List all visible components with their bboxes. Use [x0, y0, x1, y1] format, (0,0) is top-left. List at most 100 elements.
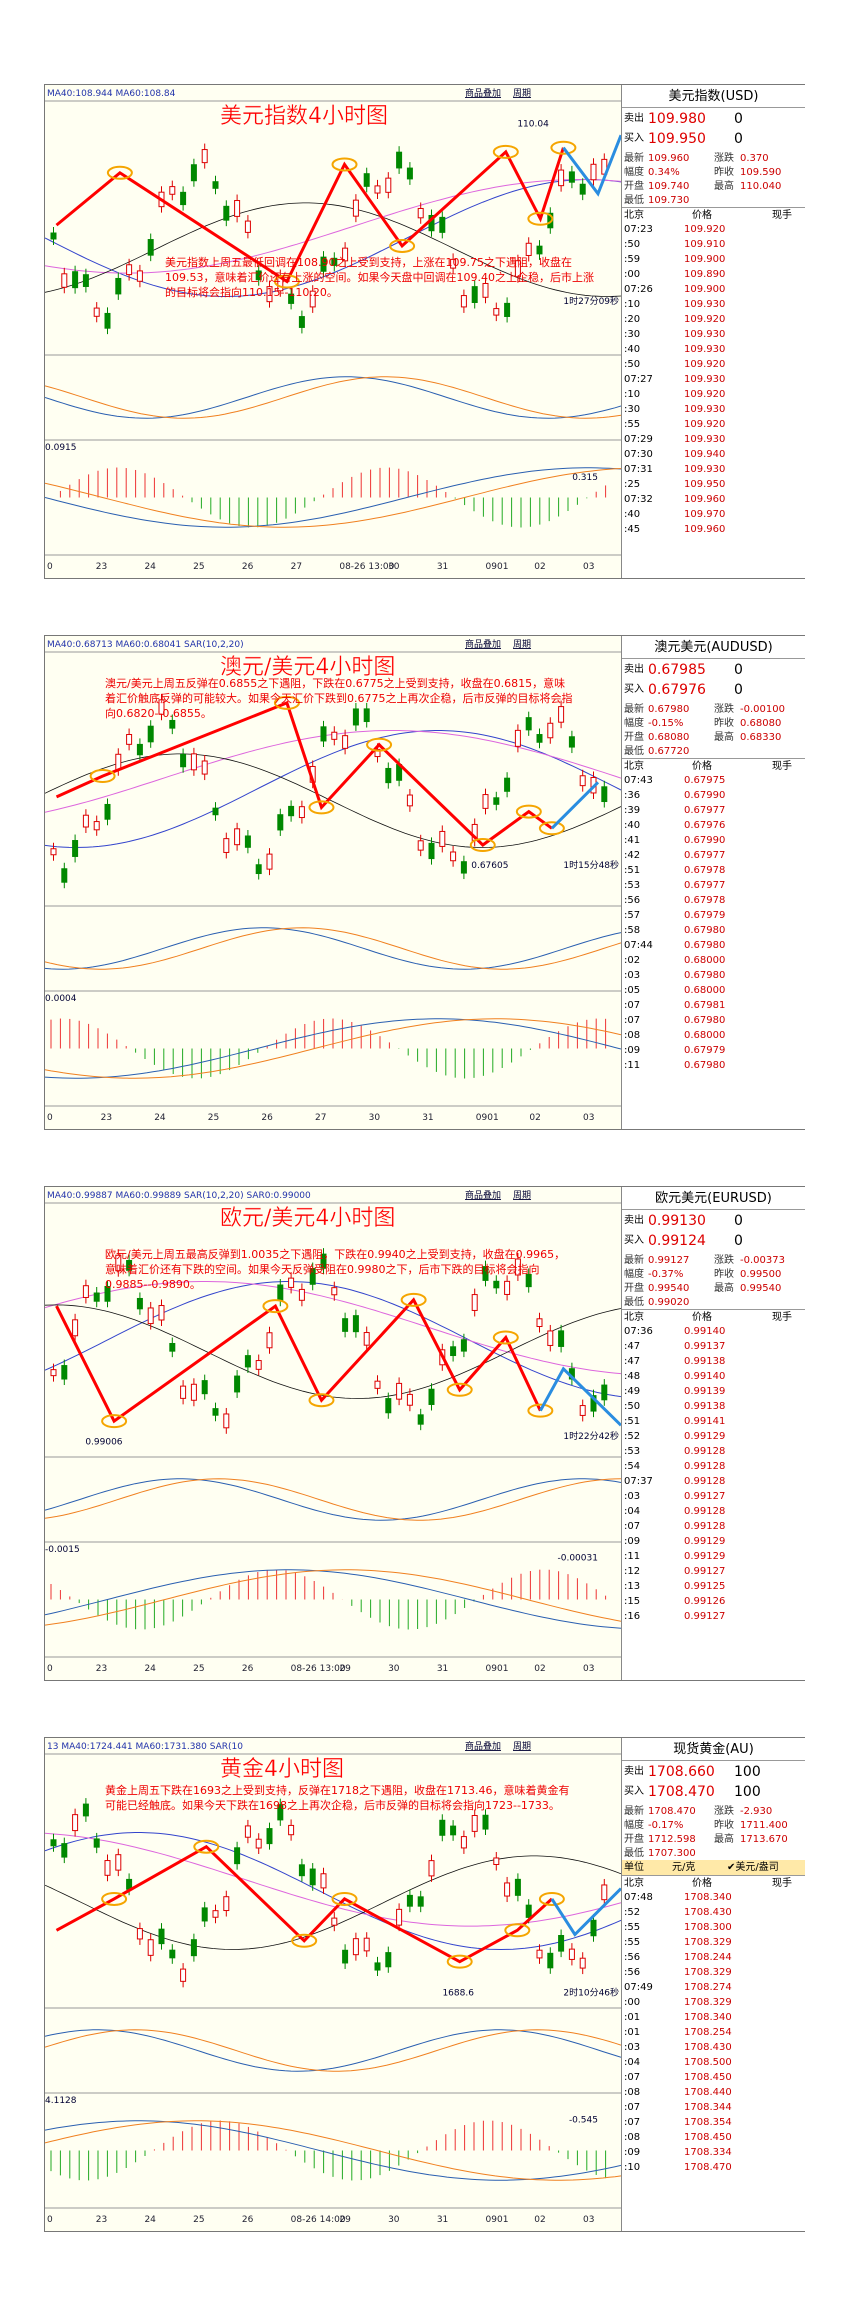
tick-price: 0.67978 — [684, 895, 726, 906]
tick-price: 0.99140 — [684, 1371, 726, 1382]
candle — [482, 1814, 489, 1830]
candle — [406, 1894, 413, 1907]
x-tick-label: 0901 — [476, 1113, 499, 1123]
stats-cell: 1711.400 — [740, 1820, 788, 1831]
tick-price: 109.920 — [684, 389, 726, 400]
tick-price: 1708.329 — [684, 1997, 732, 2008]
candle — [450, 1346, 457, 1357]
tick-time: :52 — [624, 1907, 641, 1918]
tick-price: 109.930 — [684, 299, 726, 310]
candle — [136, 1928, 143, 1940]
tick-price: 1708.430 — [684, 1907, 732, 1918]
candle — [504, 1280, 511, 1295]
candle — [417, 1414, 424, 1425]
x-tick-label: 02 — [534, 1664, 545, 1674]
x-tick-label: 24 — [144, 562, 156, 572]
tick-time: :07 — [624, 1521, 641, 1532]
quote-row: 卖出 0.99130 0 — [622, 1211, 805, 1231]
candle — [320, 256, 327, 272]
candle — [514, 729, 521, 747]
candle — [428, 1860, 435, 1877]
x-tick-label: 31 — [437, 2215, 448, 2225]
tick-time: :03 — [624, 2042, 641, 2053]
tick-row: :04 1708.500 — [622, 2055, 805, 2070]
candle — [61, 868, 68, 883]
pivot-circle — [446, 1954, 473, 1969]
candle — [396, 1382, 403, 1400]
tick-row: :51 0.99141 — [622, 1414, 805, 1429]
tick-time: :05 — [624, 985, 641, 996]
candle — [482, 282, 489, 298]
indicator-line — [45, 1569, 621, 1629]
tick-time: :47 — [624, 1356, 641, 1367]
tick-row: :20 109.920 — [622, 312, 805, 327]
stats-row: 最低 109.730 — [622, 193, 805, 208]
x-tick-label: 26 — [242, 562, 254, 572]
tick-row: :03 1708.430 — [622, 2040, 805, 2055]
candle — [223, 838, 230, 853]
tick-row: :40 109.970 — [622, 507, 805, 522]
annotation: 欧元/美元上周五最高反弹到1.0035之下遇阻，下跌在0.9940之上受到支持，… — [105, 1248, 566, 1291]
candle — [460, 295, 467, 308]
candle — [558, 1935, 565, 1952]
tick-time: :30 — [624, 404, 641, 415]
tick-price: 0.67990 — [684, 790, 726, 801]
candle — [234, 828, 241, 846]
tick-time: :52 — [624, 1431, 641, 1442]
tick-price: 0.67980 — [684, 1015, 726, 1026]
tick-row: 07:37 0.99128 — [622, 1474, 805, 1489]
tick-row: :55 1708.329 — [622, 1935, 805, 1950]
indicator-line — [45, 2120, 621, 2181]
instrument-name: 欧元美元(EURUSD) — [622, 1189, 805, 1210]
candle — [396, 151, 403, 169]
chart-label: 4.1128 — [45, 2096, 77, 2106]
tick-time: :00 — [624, 1997, 641, 2008]
candle — [568, 171, 575, 183]
chart-panel: MA40:108.944 MA60:108.84 商品叠加 周期 美元指数4小时图 11… — [44, 84, 805, 579]
chart-label: 0.0915 — [45, 443, 77, 453]
tick-row: :42 0.67977 — [622, 848, 805, 863]
x-tick-label: 08-26 13:00 — [339, 562, 394, 572]
indicator-line — [45, 927, 621, 970]
tick-row: :10 1708.470 — [622, 2160, 805, 2175]
annotation: 澳元/美元上周五反弹在0.6855之下遇阻，下跌在0.6775之上受到支持，收盘… — [105, 677, 573, 720]
chart-label: 1时27分09秒 — [563, 295, 619, 307]
chart-title: 欧元/美元4小时图 — [220, 1206, 395, 1231]
stats-cell: 最新 — [624, 1806, 644, 1817]
pivot-circle — [308, 800, 335, 815]
tick-price: 109.920 — [684, 419, 726, 430]
candle — [374, 185, 381, 194]
tick-row: :53 0.99128 — [622, 1444, 805, 1459]
tick-time: :40 — [624, 820, 641, 831]
pivot-circle — [515, 804, 542, 819]
quote-label: 卖出 — [624, 664, 644, 675]
instrument-name: 现货黄金(AU) — [622, 1740, 805, 1761]
tick-row: :39 0.67977 — [622, 803, 805, 818]
x-tick-label: 31 — [437, 562, 448, 572]
tick-time: :55 — [624, 419, 641, 430]
unit-cell: 元/克 — [672, 1862, 696, 1873]
candle — [201, 760, 208, 775]
quote-price: 0.67985 — [648, 662, 706, 678]
tick-price: 109.940 — [684, 449, 726, 460]
stats-cell: 最高 — [714, 1834, 734, 1845]
toolbar-button: 周期 — [513, 639, 531, 650]
candle — [126, 734, 133, 745]
candle — [590, 163, 597, 181]
instrument-name: 澳元美元(AUDUSD) — [622, 638, 805, 659]
header-cell: 北京 — [624, 761, 644, 772]
x-tick-label: 24 — [154, 1113, 166, 1123]
candle — [244, 220, 251, 233]
candle — [212, 1408, 219, 1416]
indicator-line — [45, 468, 621, 528]
candle — [352, 1938, 359, 1956]
table-header: 北京 价格 现手 — [622, 1875, 805, 1891]
x-tick-label: 24 — [144, 2215, 156, 2225]
stats-cell: 1707.300 — [648, 1848, 696, 1859]
x-tick-label: 02 — [534, 2215, 545, 2225]
x-tick-label: 30 — [388, 1664, 400, 1674]
stats-cell: 昨收 — [714, 1820, 734, 1831]
candle — [136, 270, 143, 282]
candle — [374, 1962, 381, 1971]
chart-panel: MA40:0.99887 MA60:0.99889 SAR(10,2,20) S… — [44, 1186, 805, 1681]
